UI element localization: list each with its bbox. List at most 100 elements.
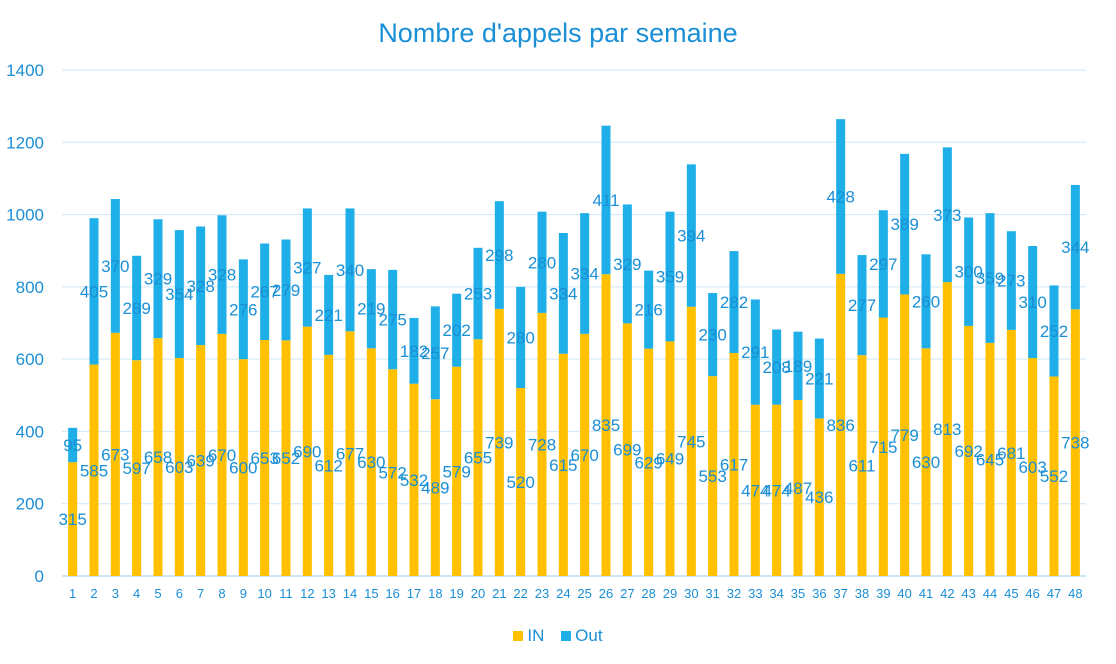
bar-out[interactable]: [622, 204, 632, 324]
bar-out[interactable]: [1049, 285, 1059, 377]
bar-in[interactable]: [196, 345, 206, 576]
bar-out[interactable]: [473, 247, 483, 340]
bar-in[interactable]: [430, 399, 440, 576]
bar-in[interactable]: [324, 354, 334, 576]
bar-in[interactable]: [942, 282, 952, 576]
bar-in[interactable]: [964, 325, 974, 576]
bar-in[interactable]: [132, 360, 142, 576]
legend-item-out[interactable]: Out: [561, 626, 603, 646]
bar-out[interactable]: [388, 269, 398, 370]
bar-in[interactable]: [1028, 358, 1038, 576]
bar-in[interactable]: [260, 339, 270, 576]
bar-out[interactable]: [345, 208, 355, 332]
bar-in[interactable]: [665, 341, 675, 576]
bar-in[interactable]: [750, 404, 760, 576]
bar-out[interactable]: [430, 306, 440, 400]
bar-in[interactable]: [793, 399, 803, 576]
bar-in[interactable]: [878, 317, 888, 576]
bar-out[interactable]: [494, 201, 504, 309]
bar-in[interactable]: [409, 383, 419, 576]
bar-in[interactable]: [68, 462, 78, 576]
bar-out[interactable]: [238, 259, 248, 360]
bar-in[interactable]: [729, 352, 739, 576]
bar-out[interactable]: [750, 299, 760, 405]
bar-out[interactable]: [217, 215, 227, 334]
bar-in[interactable]: [281, 340, 291, 576]
data-label-out: 334: [570, 264, 598, 283]
bar-in[interactable]: [174, 358, 184, 576]
bar-out[interactable]: [878, 210, 888, 318]
bar-in[interactable]: [900, 294, 910, 576]
bar-in[interactable]: [494, 308, 504, 576]
bar-out[interactable]: [260, 243, 270, 340]
legend-item-in[interactable]: IN: [513, 626, 544, 646]
bar-in[interactable]: [708, 376, 718, 576]
bar-out[interactable]: [580, 213, 590, 334]
bar-out[interactable]: [1028, 246, 1038, 359]
bar-in[interactable]: [622, 323, 632, 576]
bar-out[interactable]: [324, 274, 334, 355]
bar-in[interactable]: [985, 342, 995, 576]
bar-out[interactable]: [516, 286, 526, 389]
bar-out[interactable]: [281, 239, 291, 341]
bar-in[interactable]: [814, 418, 824, 576]
bar-in[interactable]: [1070, 309, 1080, 576]
bar-in[interactable]: [366, 348, 376, 576]
bar-out[interactable]: [409, 317, 419, 384]
bar-out[interactable]: [942, 147, 952, 283]
bar-out[interactable]: [665, 211, 675, 342]
bar-in[interactable]: [153, 338, 163, 576]
bar-out[interactable]: [132, 255, 142, 361]
bar-out[interactable]: [302, 208, 312, 327]
bar-in[interactable]: [644, 348, 654, 576]
bar-out[interactable]: [1006, 231, 1016, 330]
bar-in[interactable]: [1049, 376, 1059, 576]
bar-in[interactable]: [110, 332, 120, 576]
bar-out[interactable]: [1070, 184, 1080, 310]
bar-out[interactable]: [921, 254, 931, 349]
bar-in[interactable]: [921, 348, 931, 576]
bar-in[interactable]: [580, 333, 590, 576]
bar-in[interactable]: [836, 273, 846, 576]
bar-in[interactable]: [857, 355, 867, 576]
bar-in[interactable]: [89, 364, 99, 576]
bar-in[interactable]: [452, 366, 462, 576]
bar-in[interactable]: [772, 404, 782, 576]
bar-out[interactable]: [174, 230, 184, 359]
bar-out[interactable]: [814, 338, 824, 419]
bar-out[interactable]: [686, 164, 696, 307]
bar-in[interactable]: [473, 339, 483, 576]
bar-out[interactable]: [857, 255, 867, 356]
bar-in[interactable]: [537, 312, 547, 576]
bar-out[interactable]: [644, 270, 654, 349]
bar-in[interactable]: [345, 331, 355, 576]
bar-out[interactable]: [68, 427, 78, 463]
bar-in[interactable]: [601, 274, 611, 576]
bar-in[interactable]: [516, 388, 526, 576]
bar-out[interactable]: [900, 153, 910, 295]
bar-in[interactable]: [558, 353, 568, 576]
bar-out[interactable]: [836, 119, 846, 274]
bar-out[interactable]: [964, 217, 974, 326]
bar-out[interactable]: [558, 233, 568, 354]
bar-in[interactable]: [217, 333, 227, 576]
bar-out[interactable]: [729, 251, 739, 353]
bar-in[interactable]: [388, 369, 398, 576]
bar-out[interactable]: [601, 125, 611, 275]
bar-out[interactable]: [196, 226, 206, 346]
bar-out[interactable]: [89, 218, 99, 365]
bar-out[interactable]: [985, 213, 995, 343]
bar-out[interactable]: [452, 293, 462, 367]
bar-in[interactable]: [238, 359, 248, 576]
data-label-out: 291: [741, 343, 769, 362]
bar-in[interactable]: [1006, 329, 1016, 576]
bar-out[interactable]: [366, 269, 376, 349]
bar-out[interactable]: [772, 329, 782, 405]
bar-out[interactable]: [793, 331, 803, 400]
bar-out[interactable]: [708, 293, 718, 377]
bar-in[interactable]: [686, 306, 696, 576]
bar-out[interactable]: [110, 199, 120, 333]
bar-in[interactable]: [302, 326, 312, 576]
bar-out[interactable]: [537, 211, 547, 313]
bar-out[interactable]: [153, 219, 163, 339]
